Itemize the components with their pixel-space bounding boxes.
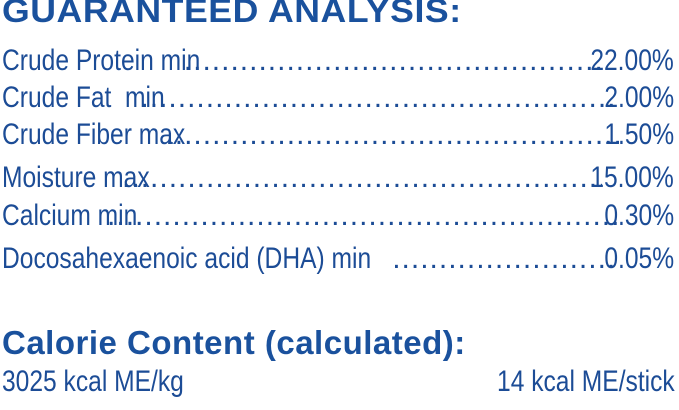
calories-per-stick: 14 kcal ME/stick xyxy=(497,365,675,398)
row-label: Calcium min xyxy=(2,199,138,232)
analysis-row: Crude Fiber max 1.50% xyxy=(2,118,674,156)
analysis-row: Crude Protein min 22.00% xyxy=(2,44,674,82)
guaranteed-analysis-heading: GUARANTEED ANALYSIS: xyxy=(2,0,462,29)
dot-leader xyxy=(140,81,619,115)
analysis-row: Crude Fat min 2.00% xyxy=(2,81,674,119)
dot-leader xyxy=(165,118,619,152)
row-label: Docosahexaenoic acid (DHA) min xyxy=(2,242,372,275)
calories-per-kg: 3025 kcal ME/kg xyxy=(2,365,184,398)
analysis-row: Docosahexaenoic acid (DHA) min 0.05% xyxy=(2,242,674,280)
row-label: Crude Fiber max xyxy=(2,118,186,151)
analysis-row: Calcium min 0.30% xyxy=(2,199,674,237)
row-value: 15.00% xyxy=(590,161,674,194)
row-value: 2.00% xyxy=(604,81,674,114)
row-label: Moisture max xyxy=(2,161,150,194)
row-value: 0.05% xyxy=(604,242,674,275)
dot-leader xyxy=(107,199,619,233)
row-label: Crude Protein min xyxy=(2,44,201,77)
dot-leader xyxy=(392,242,619,276)
analysis-row: Moisture max 15.00% xyxy=(2,161,674,199)
row-label: Crude Fat min xyxy=(2,81,165,114)
dot-leader xyxy=(122,161,602,195)
calorie-content-heading: Calorie Content (calculated): xyxy=(2,324,466,361)
row-value: 1.50% xyxy=(604,118,674,151)
row-value: 22.00% xyxy=(590,44,674,77)
dot-leader xyxy=(184,44,602,78)
row-value: 0.30% xyxy=(604,199,674,232)
